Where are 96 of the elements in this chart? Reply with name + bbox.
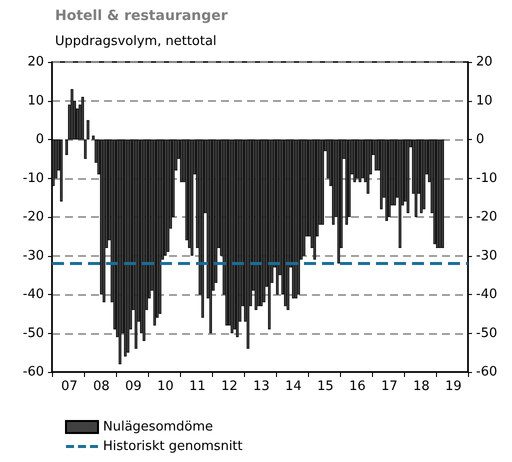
x-tick-label: 14	[285, 379, 302, 394]
y-tick-label: -40	[22, 287, 44, 302]
bar	[302, 140, 306, 256]
bar	[124, 140, 127, 356]
bar	[393, 140, 396, 206]
y-tick-label: -20	[22, 210, 44, 224]
bar	[356, 140, 359, 178]
y2-tick-label: 10	[476, 93, 493, 108]
bar	[388, 140, 391, 217]
y2-tick-label: -20	[476, 210, 498, 224]
y2-tick-label: 20	[476, 54, 493, 70]
bar	[380, 140, 383, 210]
bar	[294, 140, 298, 298]
legend-label: Historiskt genomsnitt	[103, 439, 243, 454]
bar	[118, 140, 122, 364]
bar	[225, 140, 228, 326]
bar	[438, 140, 442, 248]
legend-label: Nulägesomdöme	[103, 420, 214, 434]
x-tick-label: 13	[253, 379, 270, 394]
bar	[321, 140, 324, 225]
bar	[142, 140, 146, 341]
bar	[268, 140, 271, 330]
x-tick-label: 15	[317, 379, 334, 394]
y-tick-label: -50	[22, 326, 44, 341]
bar	[345, 140, 348, 225]
x-tick-label: 19	[445, 379, 462, 394]
bar	[230, 140, 234, 334]
bar	[292, 140, 295, 298]
bar	[92, 136, 95, 140]
x-tick-label: 17	[381, 379, 398, 394]
bar	[358, 140, 362, 182]
bar	[385, 140, 388, 221]
chart-subtitle: Uppdragsvolym, nettotal	[55, 34, 217, 49]
x-tick-label: 18	[413, 379, 430, 394]
bar	[164, 140, 167, 256]
y2-tick-label: -30	[476, 248, 498, 264]
bar	[86, 120, 90, 140]
bar	[374, 140, 378, 170]
bar	[257, 140, 260, 306]
bar	[366, 140, 370, 194]
bar	[81, 96, 84, 140]
y2-tick-label: -40	[476, 287, 498, 302]
bar	[166, 140, 170, 252]
bar	[286, 140, 290, 310]
chart-title: Hotell & restauranger	[55, 8, 228, 24]
bar	[441, 140, 444, 248]
x-tick-label: 11	[189, 379, 206, 394]
bar	[84, 140, 87, 159]
bar	[262, 140, 266, 302]
bar	[254, 140, 258, 310]
bar	[422, 140, 426, 210]
bar	[134, 140, 138, 349]
bar	[102, 140, 106, 302]
bar	[420, 140, 423, 214]
bar	[361, 140, 364, 178]
bar	[284, 140, 287, 306]
bar	[337, 140, 340, 264]
y-tick-label: -10	[22, 170, 44, 186]
bar	[436, 140, 439, 248]
bar	[353, 140, 356, 182]
x-tick-label: 10	[157, 379, 174, 394]
bar	[180, 140, 183, 182]
bar	[406, 140, 410, 214]
bar	[398, 140, 402, 248]
x-tick-label: 09	[125, 379, 142, 394]
bar	[158, 140, 162, 314]
x-tick-label: 08	[93, 379, 110, 394]
bar	[260, 140, 263, 306]
bar	[201, 140, 204, 318]
bar	[414, 140, 418, 217]
bar	[126, 140, 130, 353]
bar	[190, 140, 194, 256]
bar	[153, 140, 156, 326]
y2-tick-label: 0	[476, 132, 484, 147]
y2-tick-label: -60	[476, 364, 498, 380]
y-tick-label: -30	[22, 248, 44, 264]
bar	[65, 140, 68, 155]
y-tick-label: 0	[36, 132, 44, 147]
bar	[433, 140, 436, 244]
x-tick-label: 16	[349, 379, 366, 394]
y-tick-label: 20	[27, 54, 44, 70]
bar	[209, 140, 212, 334]
y2-tick-label: -50	[476, 326, 498, 341]
bar	[70, 89, 74, 140]
y2-tick-label: -10	[476, 170, 498, 186]
bar	[60, 140, 63, 202]
y-tick-label: -60	[22, 364, 44, 380]
x-tick-label: 12	[221, 379, 238, 394]
x-tick-label: 07	[61, 379, 78, 394]
bar	[297, 140, 300, 294]
bar	[246, 140, 250, 349]
y-tick-label: 10	[27, 93, 44, 108]
bar	[313, 140, 316, 260]
bar	[276, 140, 279, 294]
bar	[236, 140, 239, 338]
bar	[332, 140, 335, 225]
